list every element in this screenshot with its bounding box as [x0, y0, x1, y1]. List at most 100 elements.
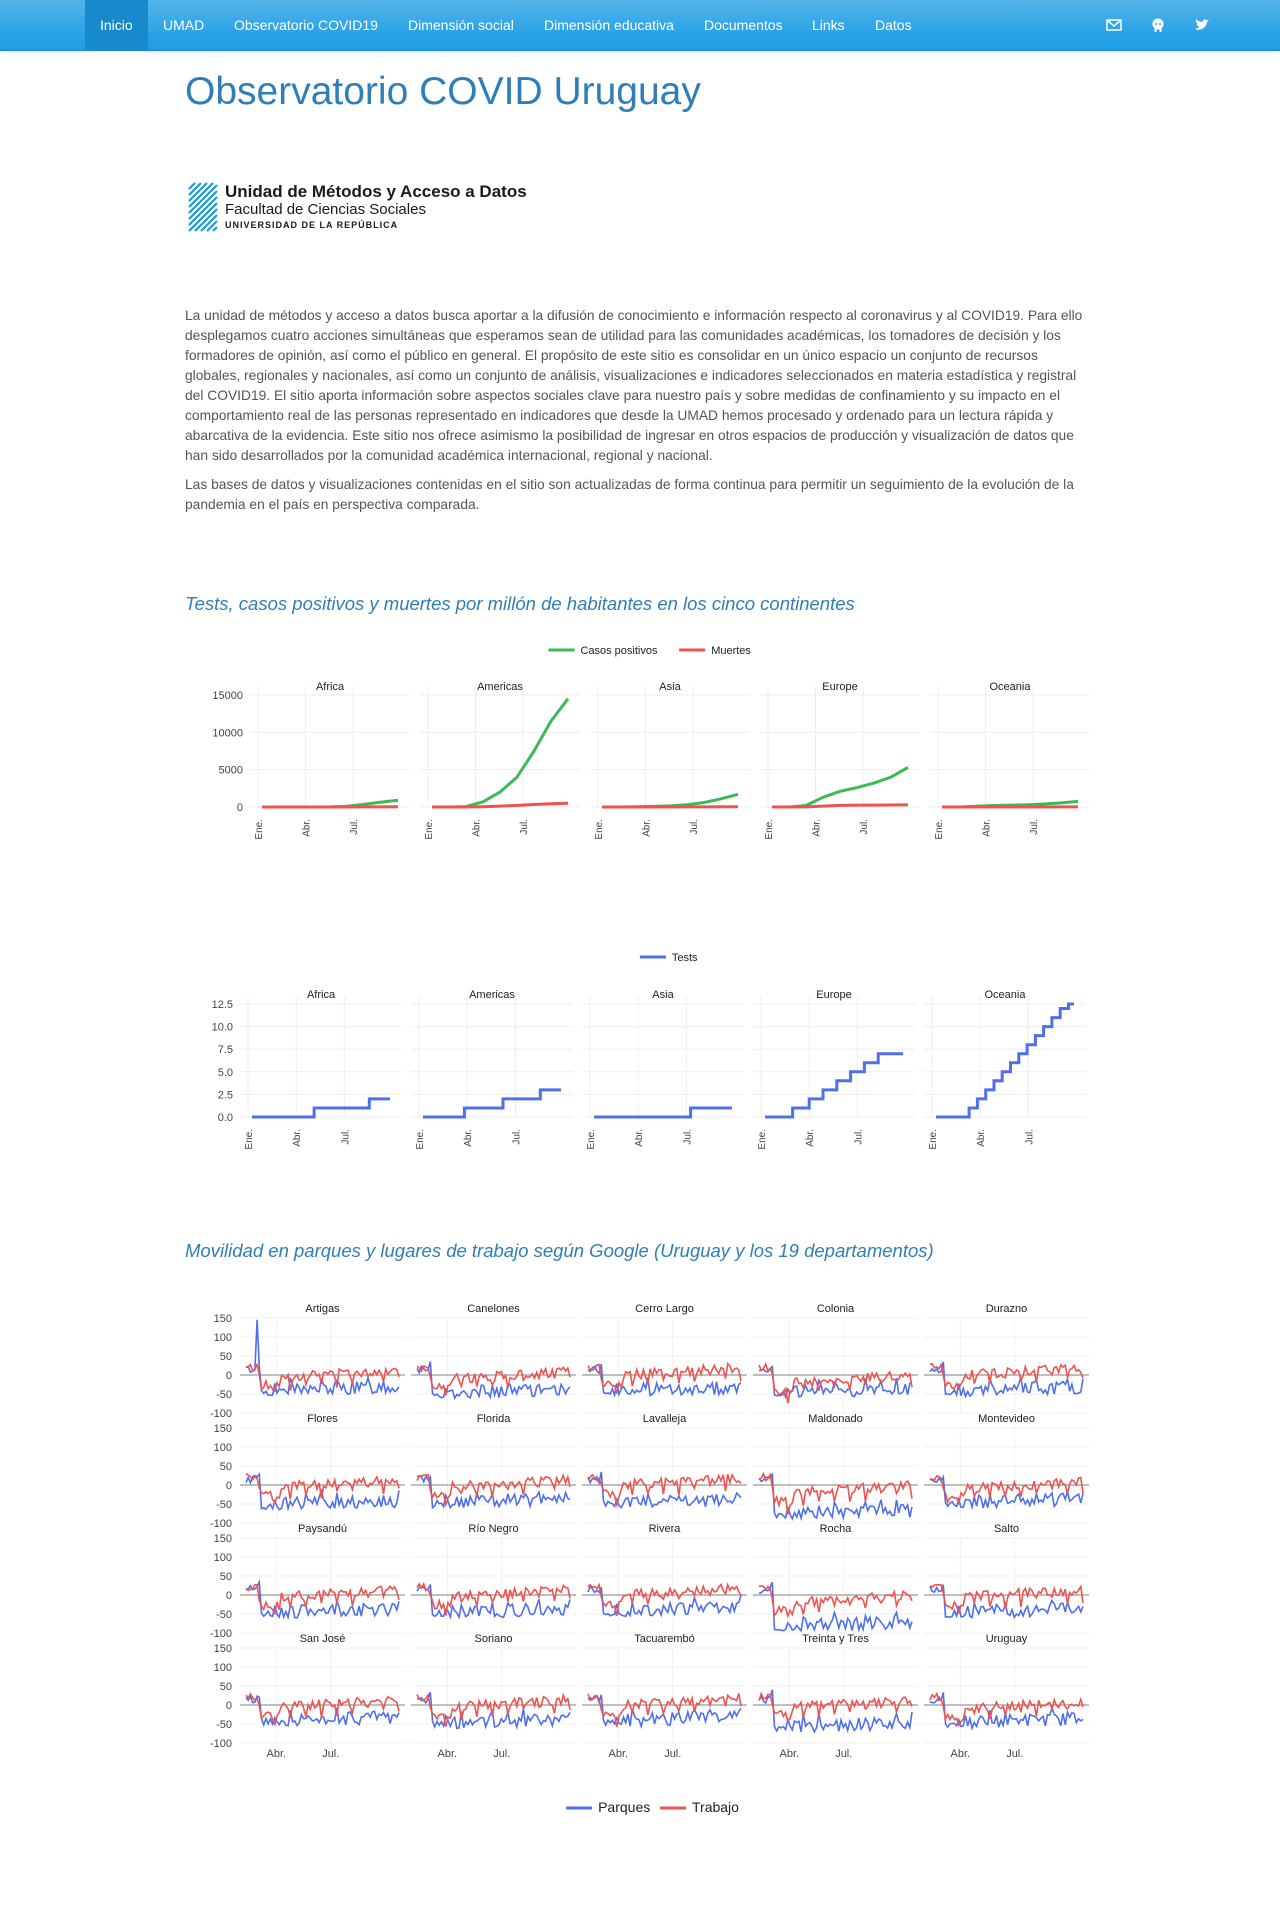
series-line-parques-soriano [416, 1692, 571, 1730]
panel-title-rocha: Rocha [820, 1523, 853, 1535]
mobility-chart: Artigas 150 100 50 0 -50 -100 Canelones Cerro La… [210, 1303, 1089, 1815]
nav-links[interactable]: Links [812, 17, 845, 33]
x-tick-label: Abr. [267, 1748, 287, 1760]
series-line-trabajo-rio-negro [416, 1581, 571, 1616]
x-tick-label: Abr. [634, 1129, 645, 1147]
y-tick-label: 12.5 [212, 999, 233, 1011]
logo-line3: UNIVERSIDAD DE LA REPÚBLICA [225, 219, 398, 230]
series-line-parques-rio-negro [416, 1584, 571, 1620]
y-tick-label: -50 [216, 1719, 232, 1731]
series-line-trabajo-lavalleja [587, 1472, 742, 1508]
legend-label-muertes: Muertes [711, 645, 751, 657]
series-line-parques-lavalleja [587, 1471, 742, 1509]
series-line-trabajo-tacuarembo [587, 1693, 742, 1728]
y-tick-label: 150 [214, 1533, 232, 1545]
envelope-icon[interactable] [1105, 16, 1123, 34]
y-tick-label: -100 [210, 1738, 232, 1750]
nav-dimension-social[interactable]: Dimensión social [408, 17, 514, 33]
panel-title-cerro-largo: Cerro Largo [635, 1303, 694, 1315]
x-tick-label: Jul. [493, 1748, 510, 1760]
logo-line1: Unidad de Métodos y Acceso a Datos [225, 182, 527, 201]
twitter-icon[interactable] [1193, 16, 1211, 34]
series-line-parques-salto [929, 1584, 1084, 1620]
x-tick-label: Jul. [682, 1129, 693, 1145]
legend-label-tests: Tests [672, 952, 698, 964]
panel-title-colonia: Colonia [817, 1303, 855, 1315]
series-line-parques-canelones [416, 1361, 571, 1401]
umad-logo: Unidad de Métodos y Acceso a Datos Facul… [188, 182, 527, 232]
x-tick-label: Ene. [244, 1129, 255, 1150]
x-tick-label: Jul. [1024, 1129, 1035, 1145]
y-tick-label: -50 [216, 1499, 232, 1511]
panel-title-africa: Africa [307, 989, 336, 1001]
y-tick-label: 5000 [219, 765, 243, 777]
series-line-trabajo-rocha [758, 1585, 913, 1619]
legend-label-trabajo: Trabajo [692, 1799, 739, 1815]
panel-title-africa: Africa [316, 681, 345, 693]
x-tick-label: Jul. [689, 819, 700, 835]
series-line-trabajo-treinta-y-tres [758, 1691, 913, 1724]
series-line-trabajo-paysandu [245, 1583, 400, 1616]
nav-umad[interactable]: UMAD [163, 17, 205, 33]
x-tick-label: Jul. [853, 1129, 864, 1145]
nav-observatorio[interactable]: Observatorio COVID19 [234, 17, 378, 33]
series-line-parques-paysandu [245, 1578, 400, 1620]
series-line-parques-artigas [245, 1319, 400, 1397]
y-tick-label: 100 [214, 1332, 232, 1344]
panel-title-rivera: Rivera [649, 1523, 682, 1535]
panel-title-europe: Europe [816, 989, 851, 1001]
panel-title-oceania: Oceania [990, 681, 1032, 693]
y-tick-label: 0 [226, 1370, 232, 1382]
intro-paragraph-2: Las bases de datos y visualizaciones con… [185, 477, 1074, 512]
panel-title-oceania: Oceania [985, 989, 1027, 1001]
y-tick-label: -100 [210, 1518, 232, 1530]
series-line-parques-maldonado [758, 1471, 913, 1522]
cases-deaths-chart: Casos positivos Muertes 0 5000 10000 15000 Afr… [212, 645, 1090, 840]
nav-dimension-educativa[interactable]: Dimensión educativa [544, 17, 674, 33]
x-tick-label: Jul. [1006, 1748, 1023, 1760]
y-tick-label: 150 [214, 1423, 232, 1435]
y-tick-label: 0 [226, 1590, 232, 1602]
panel-title-flores: Flores [307, 1413, 338, 1425]
x-tick-label: Abr. [292, 1129, 303, 1147]
x-tick-label: Abr. [609, 1748, 629, 1760]
series-line-parques-durazno [929, 1361, 1084, 1399]
x-tick-label: Jul. [349, 819, 360, 835]
panel-title-montevideo: Montevideo [978, 1413, 1035, 1425]
github-icon[interactable] [1149, 16, 1167, 34]
x-tick-label: Abr. [976, 1129, 987, 1147]
panel-title-europe: Europe [822, 681, 857, 693]
legend-label-casos-positivos: Casos positivos [580, 645, 658, 657]
striped-mark-icon [188, 182, 218, 232]
series-line-parques-rocha [758, 1581, 913, 1633]
series-line-parques-montevideo [929, 1474, 1084, 1511]
series-line-trabajo-colonia [758, 1361, 913, 1404]
panel-title-lavalleja: Lavalleja [643, 1413, 687, 1425]
series-line-trabajo-montevideo [929, 1474, 1084, 1506]
series-line-trabajo-cerro-largo [587, 1362, 742, 1394]
y-tick-label: -50 [216, 1609, 232, 1621]
panel-title-americas: Americas [469, 989, 515, 1001]
y-tick-label: -100 [210, 1628, 232, 1640]
series-line-casos-positivos-europe [772, 766, 909, 809]
panel-title-tacuarembo: Tacuarembó [634, 1633, 695, 1645]
x-tick-label: Jul. [340, 1129, 351, 1145]
y-tick-label: 15000 [212, 690, 243, 702]
x-tick-label: Jul. [859, 819, 870, 835]
nav-inicio[interactable]: Inicio [85, 0, 148, 51]
x-tick-label: Ene. [254, 819, 265, 840]
x-tick-label: Jul. [519, 819, 530, 835]
series-line-parques-tacuarembo [587, 1694, 742, 1730]
y-tick-label: 150 [214, 1313, 232, 1325]
panel-title-soriano: Soriano [475, 1633, 513, 1645]
intro-paragraph-1: La unidad de métodos y acceso a datos bu… [185, 308, 1083, 463]
nav-datos[interactable]: Datos [875, 17, 912, 33]
series-line-trabajo-florida [416, 1473, 571, 1508]
series-line-tests-americas [423, 1088, 561, 1119]
x-tick-label: Ene. [928, 1129, 939, 1150]
nav-documentos[interactable]: Documentos [704, 17, 783, 33]
series-line-trabajo-uruguay [929, 1691, 1084, 1728]
x-tick-label: Abr. [812, 819, 823, 837]
y-tick-label: 0.0 [218, 1112, 233, 1124]
legend-label-parques: Parques [598, 1799, 650, 1815]
